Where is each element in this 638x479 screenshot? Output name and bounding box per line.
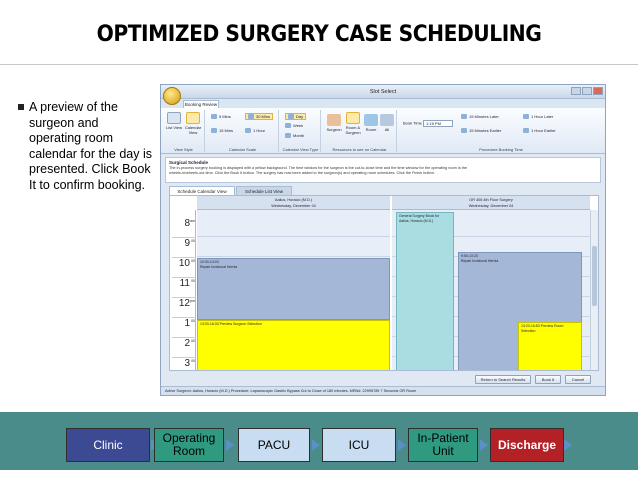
room-column-header: OR 406 4th Floor Surgery Wednesday, Dece… xyxy=(392,196,590,210)
minimize-icon[interactable] xyxy=(571,87,581,95)
week-icon xyxy=(285,123,291,129)
flow-step-inpatient-unit: In-Patient Unit xyxy=(408,428,478,462)
book-time: Book Time 1:15 PM xyxy=(403,120,454,127)
clock-icon xyxy=(523,128,529,134)
surgeon-day-column: 10:00-13:03 Repair Incisional Hernia 13:… xyxy=(197,210,390,370)
list-icon xyxy=(167,112,181,124)
tab-booking-review[interactable]: Booking Review xyxy=(183,100,219,108)
time-column: 8 am 9 00 10 00 11 00 12 pm 1 00 2 00 3 00 xyxy=(170,210,196,370)
flow-arrow-icon xyxy=(564,439,572,451)
group-label-resources: Resources to see on Calendar xyxy=(332,147,387,152)
room-preview-booking[interactable]: 13:23-16:53 Preview Room Selection xyxy=(518,322,582,370)
room-button[interactable]: Room xyxy=(363,114,379,132)
return-to-search-results-button[interactable]: Return to Search Results xyxy=(475,375,531,384)
group-label-calendar-scale: Calendar Scale xyxy=(228,147,257,152)
slide-title: OPTIMIZED SURGERY CASE SCHEDULING xyxy=(96,22,542,47)
application-orb-icon[interactable] xyxy=(163,87,181,105)
bullet-text: A preview of the surgeon and operating r… xyxy=(29,100,152,192)
cancel-button[interactable]: Cancel xyxy=(565,375,591,384)
ribbon-group-calendar-scale: 5 Mins 30 Mins 15 Mins 1 Hour Calendar S… xyxy=(207,110,279,152)
surgeon-column-header: Aalius, Horacio (M.D.) Wednesday, Decemb… xyxy=(197,196,390,210)
view-type-day[interactable]: Day xyxy=(285,113,307,121)
surgeon-button[interactable]: Surgeon xyxy=(325,114,343,132)
all-icon xyxy=(380,114,394,126)
flow-step-icu: ICU xyxy=(322,428,396,462)
action-buttons: Return to Search Results Book It Cancel xyxy=(161,375,605,385)
window-controls xyxy=(571,87,603,95)
process-flow-band: Clinic Operating Room PACU ICU In-Patien… xyxy=(0,412,638,470)
clock-icon xyxy=(523,114,529,120)
calendar-scrollbar[interactable] xyxy=(590,210,598,370)
clock-icon xyxy=(461,128,467,134)
ribbon-tab-row: Booking Review xyxy=(161,99,605,108)
close-icon[interactable] xyxy=(593,87,603,95)
book-time-input[interactable]: 1:15 PM xyxy=(423,120,454,127)
window-title: Slot Select xyxy=(369,89,397,95)
flow-step-operating-room: Operating Room xyxy=(154,428,224,462)
surgical-schedule-info: Surgical Schedule The in-process surgery… xyxy=(165,157,601,183)
flow-arrow-icon xyxy=(226,439,234,451)
clock-icon xyxy=(461,114,467,120)
radio-icon xyxy=(245,128,251,134)
month-icon xyxy=(285,133,291,139)
view-type-month[interactable]: Month xyxy=(285,133,304,139)
group-label-calendar-view-type: Calendar View Type xyxy=(282,147,319,152)
scale-5-mins[interactable]: 5 Mins xyxy=(211,114,231,120)
one-hour-later-button[interactable]: 1 Hour Later xyxy=(523,114,553,120)
fifteen-minutes-later-button[interactable]: 15 Minutes Later xyxy=(461,114,499,120)
info-line-1: The in-process surgery booking is displa… xyxy=(169,166,467,170)
radio-icon xyxy=(211,128,217,134)
bullet-square-icon xyxy=(18,104,24,110)
ribbon-group-resources: Surgeon Room & Surgeon Room All Resource… xyxy=(323,110,397,152)
ribbon-group-procedure-booking-time: Book Time 1:15 PM 15 Minutes Later 15 Mi… xyxy=(399,110,603,152)
room-block-general-surgery[interactable]: General Surgery Block for Aalius, Horaci… xyxy=(396,212,454,370)
group-label-procedure-booking-time: Procedure Booking Time xyxy=(479,147,523,152)
maximize-icon[interactable] xyxy=(582,87,592,95)
scale-15-mins[interactable]: 15 Mins xyxy=(211,128,233,134)
list-view-button[interactable]: List View xyxy=(165,112,183,130)
title-divider xyxy=(0,64,638,65)
ribbon-group-view-style: List View Calendar View View Style xyxy=(163,110,205,152)
ribbon: List View Calendar View View Style 5 Min… xyxy=(161,108,605,154)
flow-arrow-icon xyxy=(480,439,488,451)
scrollbar-thumb[interactable] xyxy=(592,246,597,306)
room-icon xyxy=(364,114,378,126)
room-surgeon-icon xyxy=(346,112,360,124)
room-day-column: General Surgery Block for Aalius, Horaci… xyxy=(392,210,590,370)
info-heading: Surgical Schedule xyxy=(169,160,209,165)
radio-icon xyxy=(248,114,254,120)
window-titlebar: Slot Select xyxy=(161,85,605,99)
surgeon-appointment-hernia[interactable]: 10:00-13:03 Repair Incisional Hernia xyxy=(197,258,390,320)
tab-schedule-calendar-view[interactable]: Schedule Calendar View xyxy=(169,186,235,195)
flow-step-discharge: Discharge xyxy=(490,428,564,462)
flow-arrow-icon xyxy=(398,439,406,451)
day-icon xyxy=(288,114,294,120)
ribbon-group-calendar-view-type: Day Week Month Calendar View Type xyxy=(281,110,321,152)
room-surgeon-button[interactable]: Room & Surgeon xyxy=(343,112,363,135)
slot-select-window: Slot Select Booking Review List View Cal… xyxy=(160,84,606,396)
group-label-view-style: View Style xyxy=(174,147,193,152)
surgeon-preview-booking[interactable]: 13:03-16:33 Preview Surgeon Selection xyxy=(197,320,390,370)
tab-schedule-list-view[interactable]: Schedule List View xyxy=(236,186,292,195)
view-type-week[interactable]: Week xyxy=(285,123,303,129)
flow-step-clinic: Clinic xyxy=(66,428,150,462)
scale-30-mins[interactable]: 30 Mins xyxy=(245,113,274,121)
calendar-view-button[interactable]: Calendar View xyxy=(184,112,202,135)
flow-step-pacu: PACU xyxy=(238,428,310,462)
schedule-calendar: Aalius, Horacio (M.D.) Wednesday, Decemb… xyxy=(169,195,599,371)
info-line-2: wheels-in/wheels-out time. Click the Boo… xyxy=(169,171,435,175)
book-it-button[interactable]: Book It xyxy=(535,375,561,384)
radio-icon xyxy=(211,114,217,120)
bullet-point: A preview of the surgeon and operating r… xyxy=(18,100,153,194)
all-button[interactable]: All xyxy=(379,114,395,132)
surgeon-icon xyxy=(327,114,341,126)
scale-1-hour[interactable]: 1 Hour xyxy=(245,128,265,134)
one-hour-earlier-button[interactable]: 1 Hour Earlier xyxy=(523,128,556,134)
calendar-icon xyxy=(186,112,200,124)
flow-arrow-icon xyxy=(312,439,320,451)
fifteen-minutes-earlier-button[interactable]: 15 Minutes Earlier xyxy=(461,128,501,134)
status-bar: Active Surgeon: Aalius, Horacio (M.D.) P… xyxy=(161,386,605,395)
